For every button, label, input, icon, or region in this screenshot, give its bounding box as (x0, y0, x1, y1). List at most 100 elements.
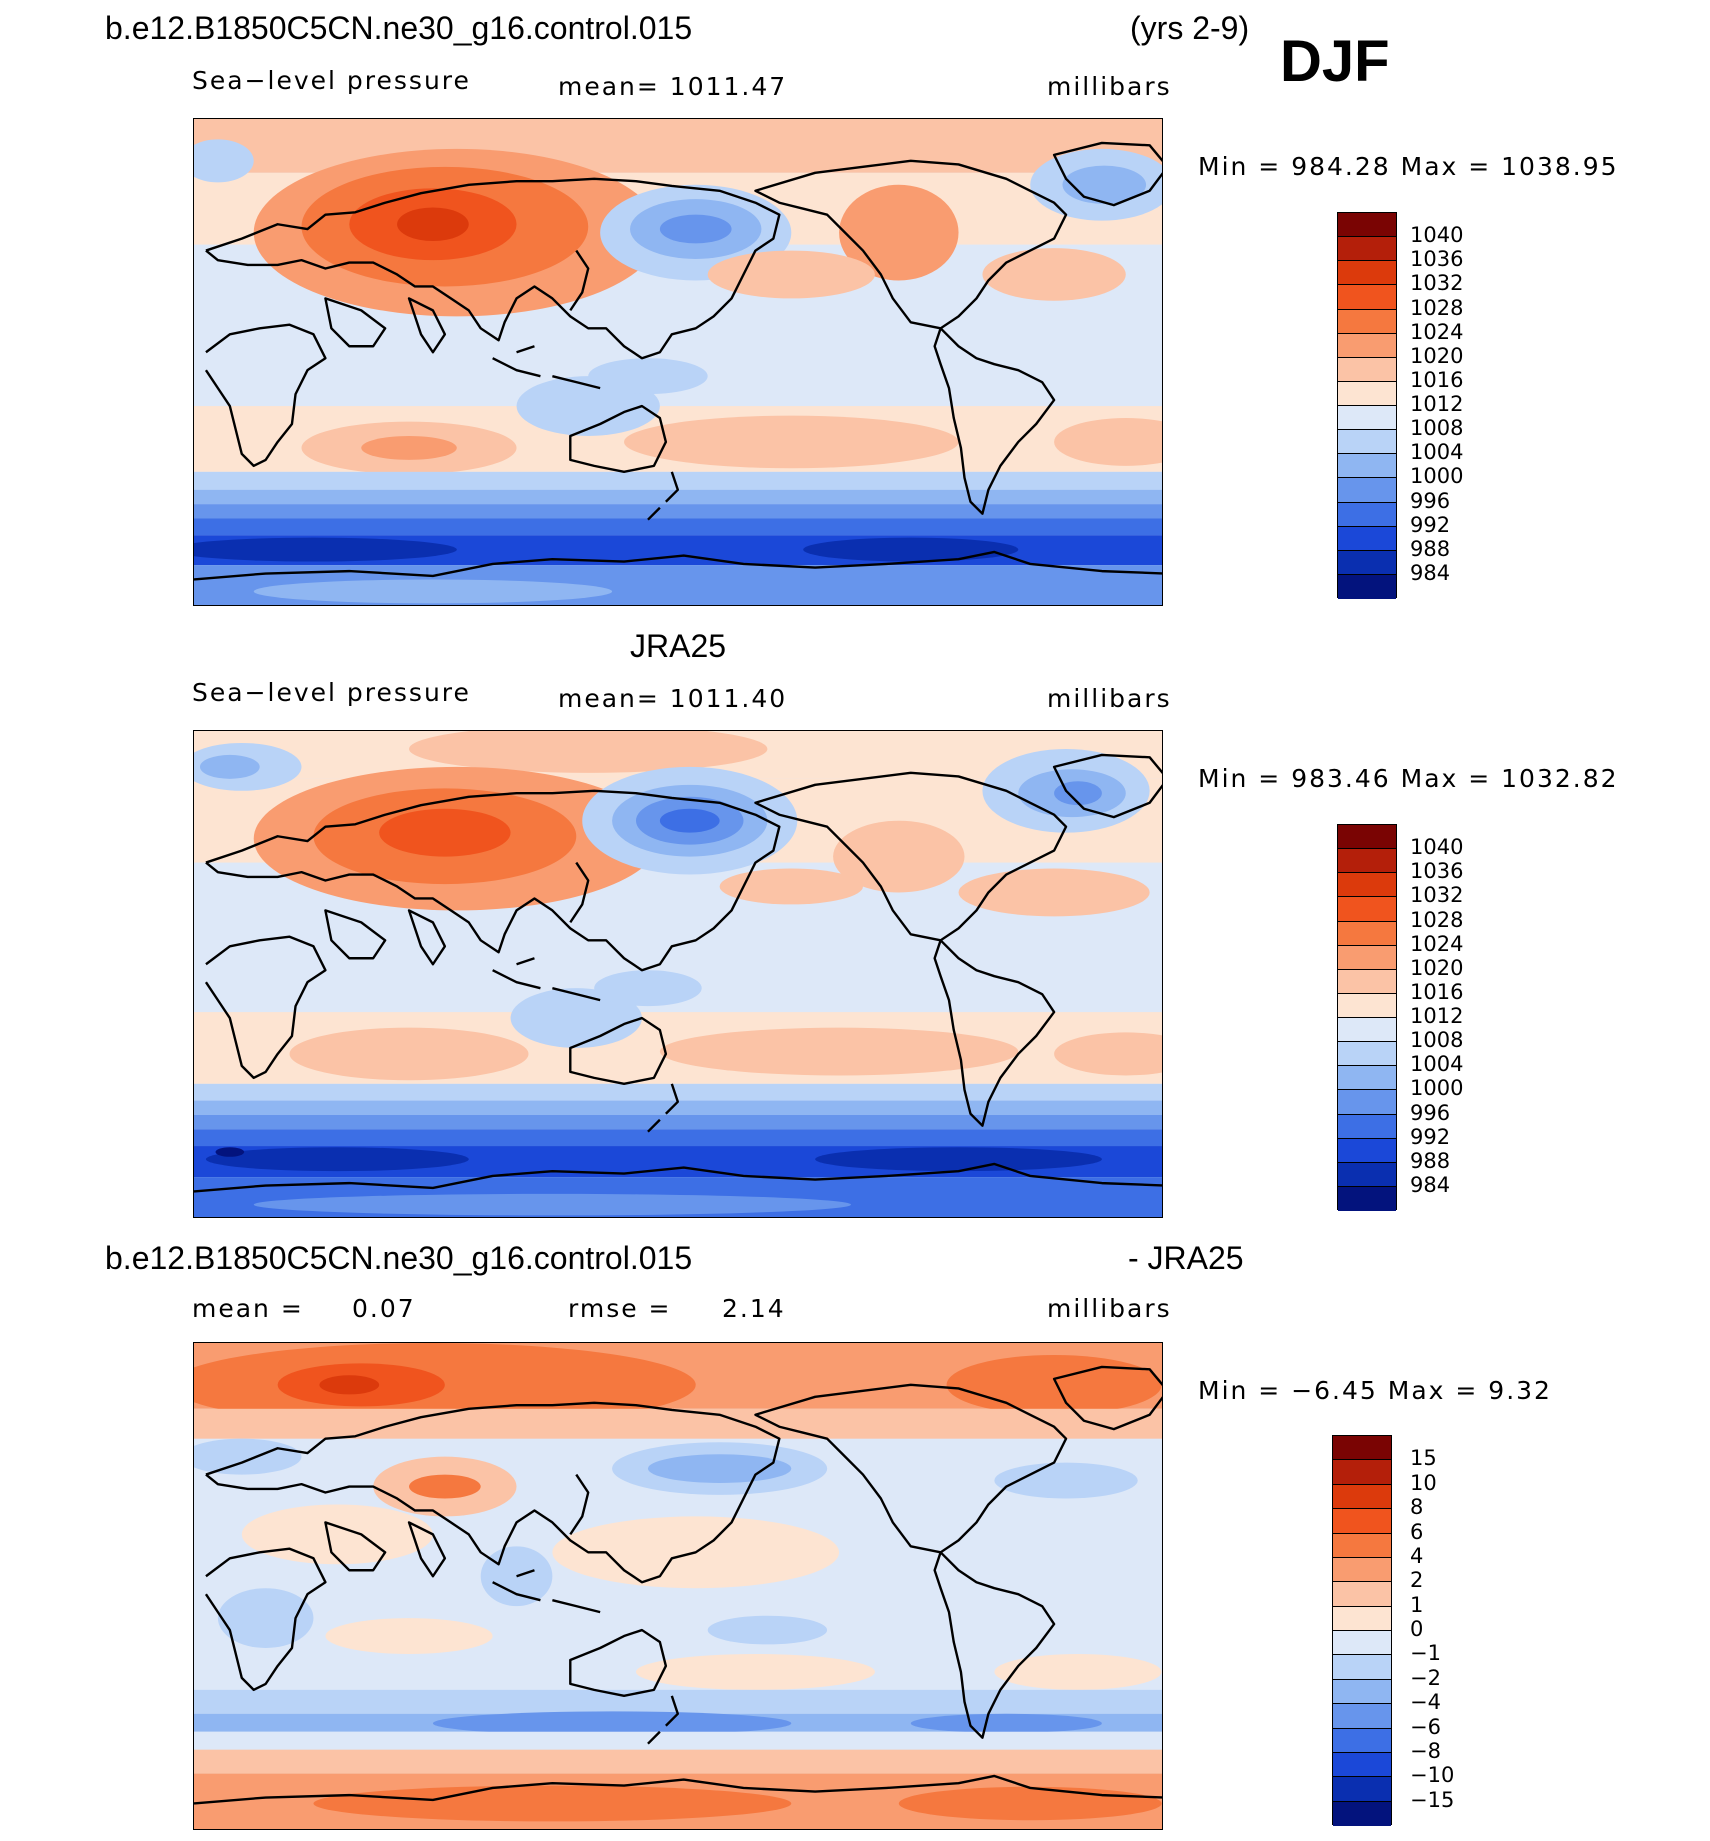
colorbar-label: 984 (1410, 560, 1451, 585)
colorbar-swatch (1338, 333, 1396, 358)
colorbar-swatch (1333, 1752, 1391, 1778)
colorbar-swatch (1338, 897, 1396, 922)
colorbar-swatch (1338, 1162, 1396, 1187)
colorbar-swatch (1333, 1460, 1391, 1485)
panel1-colorbar (1337, 212, 1397, 599)
panel3-colorbar (1332, 1435, 1392, 1826)
colorbar-label: 1 (1410, 1592, 1424, 1617)
colorbar-label: −15 (1410, 1787, 1455, 1812)
colorbar-swatch (1338, 478, 1396, 503)
colorbar-label: 988 (1410, 536, 1451, 561)
colorbar-swatch (1333, 1533, 1391, 1558)
colorbar-label: 1036 (1410, 247, 1464, 272)
panel2-units: millibars (1047, 684, 1172, 713)
colorbar-swatch (1333, 1655, 1391, 1680)
years-label: (yrs 2-9) (1130, 10, 1250, 46)
colorbar-swatch (1333, 1631, 1391, 1656)
panel3-minus: - JRA25 (1128, 1240, 1244, 1276)
colorbar-swatch (1338, 285, 1396, 310)
colorbar-label: 984 (1410, 1172, 1451, 1197)
colorbar-swatch (1333, 1436, 1391, 1461)
colorbar-label: 4 (1410, 1543, 1424, 1568)
colorbar-label: 1016 (1410, 979, 1464, 1004)
colorbar-label: 1004 (1410, 440, 1464, 465)
colorbar-label: 1016 (1410, 367, 1464, 392)
case-title-top: b.e12.B1850C5CN.ne30_g16.control.015 (105, 10, 693, 46)
panel3-rmse-value: 2.14 (722, 1294, 786, 1323)
colorbar-swatch (1338, 454, 1396, 479)
panel3-map (193, 1342, 1163, 1830)
panel3-units: millibars (1047, 1294, 1172, 1323)
colorbar-swatch (1338, 1090, 1396, 1115)
colorbar-label: 1040 (1410, 223, 1464, 248)
colorbar-label: 992 (1410, 1124, 1451, 1149)
colorbar-label: 8 (1410, 1495, 1424, 1520)
colorbar-swatch (1333, 1728, 1391, 1753)
panel2-title: JRA25 (630, 628, 727, 664)
colorbar-label: 1020 (1410, 343, 1464, 368)
colorbar-swatch (1333, 1606, 1391, 1631)
colorbar-swatch (1338, 993, 1396, 1018)
panel2-map (193, 730, 1163, 1218)
colorbar-label: 996 (1410, 488, 1451, 513)
colorbar-swatch (1338, 574, 1396, 599)
colorbar-label: 996 (1410, 1100, 1451, 1125)
colorbar-swatch (1338, 1138, 1396, 1163)
colorbar-swatch (1338, 381, 1396, 406)
colorbar-swatch (1338, 873, 1396, 898)
panel3-minmax: Min = −6.45 Max = 9.32 (1198, 1376, 1552, 1405)
colorbar-swatch (1338, 550, 1396, 575)
colorbar-label: 1040 (1410, 835, 1464, 860)
colorbar-swatch (1338, 1114, 1396, 1139)
colorbar-label: −8 (1410, 1738, 1441, 1763)
colorbar-label: 1020 (1410, 955, 1464, 980)
colorbar-label: 1000 (1410, 464, 1464, 489)
colorbar-swatch (1338, 309, 1396, 334)
panel1-mean: mean= 1011.47 (558, 72, 788, 101)
colorbar-label: −10 (1410, 1763, 1455, 1788)
colorbar-swatch (1338, 1018, 1396, 1043)
colorbar-swatch (1338, 921, 1396, 946)
colorbar-swatch (1333, 1557, 1391, 1583)
colorbar-label: 1024 (1410, 319, 1464, 344)
colorbar-swatch (1338, 430, 1396, 455)
colorbar-label: 1028 (1410, 295, 1464, 320)
panel1-units: millibars (1047, 72, 1172, 101)
season-label: DJF (1280, 29, 1390, 94)
colorbar-label: 1036 (1410, 859, 1464, 884)
colorbar-swatch (1338, 945, 1396, 970)
colorbar-swatch (1338, 849, 1396, 874)
colorbar-swatch (1338, 261, 1396, 286)
panel2-colorbar (1337, 824, 1397, 1211)
panel3-rmse-label: rmse = (568, 1294, 672, 1323)
colorbar-label: 988 (1410, 1148, 1451, 1173)
colorbar-label: 1008 (1410, 1028, 1464, 1053)
colorbar-label: 1004 (1410, 1052, 1464, 1077)
colorbar-swatch (1333, 1509, 1391, 1534)
colorbar-label: 1012 (1410, 392, 1464, 416)
panel1-variable: Sea−level pressure (192, 66, 471, 95)
colorbar-label: 1008 (1410, 416, 1464, 441)
colorbar-label: 10 (1410, 1470, 1437, 1495)
colorbar-label: 1032 (1410, 271, 1464, 296)
panel2-minmax: Min = 983.46 Max = 1032.82 (1198, 764, 1619, 793)
colorbar-swatch (1333, 1777, 1391, 1802)
colorbar-swatch (1338, 237, 1396, 262)
colorbar-swatch (1338, 1066, 1396, 1091)
colorbar-label: 6 (1410, 1519, 1424, 1544)
colorbar-label: 992 (1410, 512, 1451, 537)
colorbar-label: 1032 (1410, 883, 1464, 908)
colorbar-label: −4 (1410, 1690, 1441, 1715)
colorbar-label: 1012 (1410, 1004, 1464, 1028)
colorbar-label: −1 (1410, 1641, 1441, 1666)
colorbar-swatch (1338, 357, 1396, 382)
colorbar-label: 1024 (1410, 931, 1464, 956)
colorbar-swatch (1338, 825, 1396, 850)
colorbar-swatch (1338, 213, 1396, 238)
colorbar-label: 1028 (1410, 907, 1464, 932)
colorbar-label: 15 (1410, 1446, 1437, 1471)
colorbar-label: 2 (1410, 1568, 1424, 1593)
panel1-map (193, 118, 1163, 606)
colorbar-label: 0 (1410, 1617, 1424, 1641)
colorbar-swatch (1333, 1582, 1391, 1607)
